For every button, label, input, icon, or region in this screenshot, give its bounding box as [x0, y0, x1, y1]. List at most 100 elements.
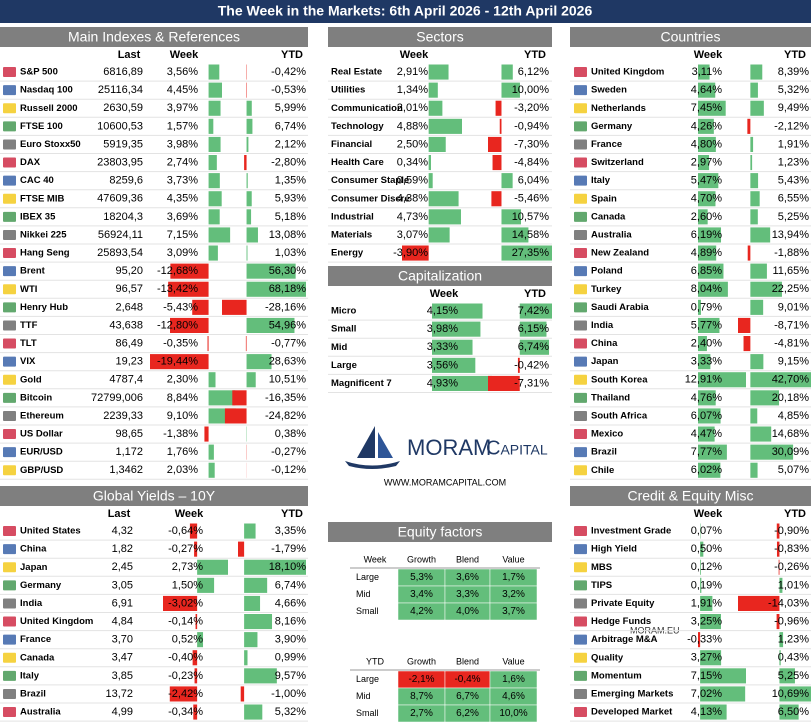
cell-value: 2,01%	[397, 102, 428, 114]
row-icon	[574, 175, 587, 186]
cell-value: 8259,6	[109, 175, 143, 187]
cell-value: 4,70%	[691, 193, 722, 205]
column-header: Blend	[456, 656, 479, 666]
row-icon	[3, 707, 16, 718]
cell-value: 28,63%	[269, 356, 307, 368]
data-bar	[750, 100, 764, 116]
data-bar	[776, 541, 780, 557]
column-header: YTD	[524, 288, 546, 300]
data-bar	[488, 375, 520, 391]
cell-value: 25116,34	[98, 84, 143, 96]
data-bar	[208, 191, 222, 207]
data-bar	[779, 650, 781, 666]
row-name: Health Care	[331, 157, 384, 168]
cell-value: 0,43%	[778, 652, 809, 664]
row-icon	[3, 139, 16, 150]
data-bar	[778, 559, 780, 575]
data-bar	[428, 136, 446, 152]
cell-value: -0,64%	[168, 525, 203, 537]
cell-value: 22,25%	[772, 283, 810, 295]
row-name: Italy	[591, 175, 611, 186]
data-bar	[246, 118, 253, 134]
data-bar	[750, 173, 759, 189]
cell-value: -0,42%	[514, 359, 549, 371]
cell-value: 10,57%	[512, 211, 550, 223]
data-bar	[776, 614, 780, 630]
data-bar	[244, 650, 248, 666]
data-bar	[698, 263, 724, 279]
data-bar	[208, 155, 217, 171]
panel-title: Sectors	[416, 29, 463, 45]
cell-value: 3,11%	[692, 66, 723, 78]
cell-value: -0,35%	[163, 337, 198, 349]
data-bar	[750, 354, 764, 370]
row-name: Mid	[331, 342, 348, 353]
cell-value: 7,45%	[691, 102, 722, 114]
cell-value: 6,50%	[778, 706, 809, 718]
data-bar	[428, 118, 462, 134]
data-bar	[698, 64, 710, 80]
row-name: Private Equity	[591, 598, 655, 609]
row-name: United Kingdom	[591, 67, 664, 78]
cell-value: 11,65%	[773, 265, 810, 277]
data-bar	[698, 372, 746, 388]
cell-value: 0,19%	[691, 579, 722, 591]
cell-value: 23803,95	[97, 156, 143, 168]
data-bar	[747, 245, 751, 261]
cell-value: 2,45	[112, 561, 133, 573]
row-name: Ethereum	[20, 410, 64, 421]
cell-value: 1,172	[115, 446, 143, 458]
cell-value: 2,12%	[275, 138, 306, 150]
cell-value: -0,27%	[271, 446, 306, 458]
cell-value: -3,20%	[514, 102, 549, 114]
cell-value: 0,79%	[691, 301, 722, 313]
data-bar	[700, 650, 722, 666]
data-bar	[491, 191, 502, 207]
row-name: Spain	[591, 193, 617, 204]
cell-value: 3,4%	[410, 589, 433, 600]
data-bar	[698, 444, 727, 460]
cell-value: 7,15%	[691, 670, 722, 682]
data-bar	[208, 462, 215, 478]
row-name: Brazil	[591, 447, 617, 458]
cell-value: 5,18%	[275, 211, 306, 223]
data-bar	[698, 281, 728, 297]
row-icon	[3, 121, 16, 132]
data-bar	[238, 541, 245, 557]
row-icon	[3, 562, 16, 573]
data-bar	[750, 227, 771, 243]
data-bar	[698, 462, 721, 478]
cell-value: 5,93%	[275, 193, 306, 205]
data-bar	[750, 372, 811, 388]
data-bar	[169, 686, 198, 702]
data-bar	[700, 541, 704, 557]
cell-value: 3,27%	[691, 652, 722, 664]
data-bar	[698, 354, 711, 370]
row-name: IBEX 35	[20, 211, 56, 222]
data-bar	[698, 390, 716, 406]
cell-value: 3,07%	[397, 229, 428, 241]
data-bar	[170, 263, 209, 279]
row-name: Saudi Arabia	[591, 302, 649, 313]
row-icon	[3, 598, 16, 609]
cell-value: 6,2%	[456, 708, 479, 719]
cell-value: 4787,4	[109, 374, 143, 386]
cell-value: 8,04%	[691, 283, 722, 295]
data-bar	[432, 357, 476, 373]
cell-value: -2,80%	[271, 156, 306, 168]
data-bar	[222, 299, 247, 315]
data-bar	[698, 209, 708, 225]
cell-value: -0,94%	[514, 120, 549, 132]
data-bar	[501, 227, 529, 243]
data-bar	[208, 390, 236, 406]
row-icon	[574, 670, 587, 681]
data-bar	[432, 321, 481, 337]
row-icon	[3, 392, 16, 403]
data-bar	[244, 632, 258, 648]
row-name: India	[20, 598, 43, 609]
cell-value: 6,19%	[691, 229, 722, 241]
cell-value: 19,23	[115, 356, 143, 368]
data-bar	[519, 303, 552, 319]
data-bar	[245, 336, 247, 352]
